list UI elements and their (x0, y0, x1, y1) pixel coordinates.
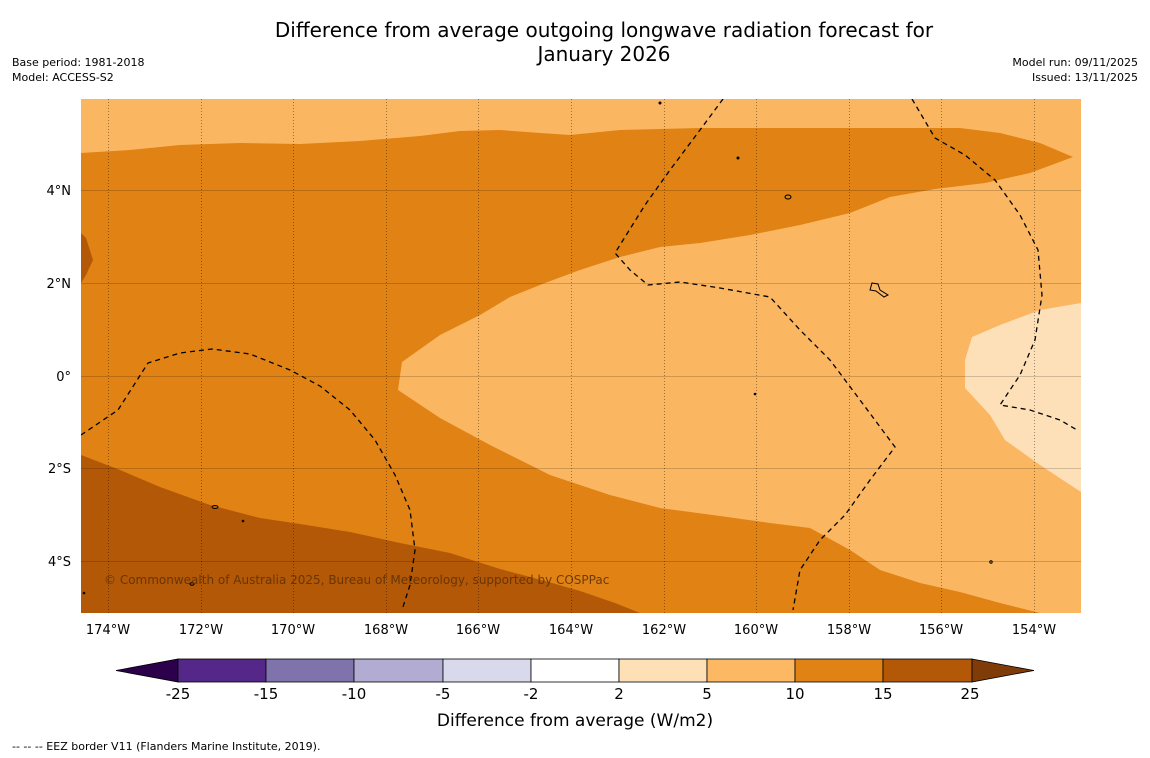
island-8 (189, 582, 195, 586)
issued-text: Issued: 13/11/2025 (1031, 71, 1138, 84)
eez-border-east (911, 99, 1078, 431)
colorbar-swatch (530, 658, 620, 683)
lat-label: 0° (56, 370, 71, 385)
colorbar-ticks: -25 -15 -10 -5 -2 2 5 10 15 25 (166, 685, 980, 703)
lon-label: 168°W (364, 623, 408, 638)
colorbar-swatch (265, 658, 355, 683)
colorbar-swatch (882, 658, 973, 683)
colorbar-swatch (618, 658, 708, 683)
lat-labels: 4°N 2°N 0° 2°S 4°S (47, 184, 72, 570)
lon-label: 160°W (734, 623, 778, 638)
meta-left: Base period: 1981-2018 Model: ACCESS-S2 (12, 55, 144, 85)
colorbar-tick: -2 (524, 685, 539, 703)
colorbar-under-arrow (115, 658, 179, 683)
lon-label: 156°W (919, 623, 963, 638)
lon-label: 154°W (1012, 623, 1056, 638)
colorbar-tick: -15 (254, 685, 279, 703)
colorbar-tick: -5 (436, 685, 451, 703)
colorbar-tick: -25 (166, 685, 191, 703)
island-10 (82, 591, 86, 595)
contour-15-25-south (81, 455, 640, 613)
colorbar-tick: 5 (702, 685, 712, 703)
colorbar-tick: 25 (960, 685, 979, 703)
island-3 (211, 505, 219, 509)
lon-label: 158°W (827, 623, 871, 638)
islands (82, 101, 993, 595)
colorbar-tick: 10 (785, 685, 804, 703)
lon-label: 166°W (456, 623, 500, 638)
island-2 (869, 282, 890, 298)
island-1 (784, 194, 792, 200)
lat-label: 4°N (47, 184, 72, 199)
base-period-text: Base period: 1981-2018 (12, 56, 145, 69)
map-contours (81, 99, 1081, 613)
lon-label: 172°W (179, 623, 223, 638)
island-4 (658, 101, 662, 105)
contour-15-25-west-edge (81, 233, 93, 283)
colorbar-tick: 15 (873, 685, 892, 703)
lat-label: 4°S (48, 555, 71, 570)
contour-10-15-band (81, 128, 1081, 613)
lat-label: 2°N (47, 277, 72, 292)
contour-2-5-band (965, 303, 1081, 492)
model-run-text: Model run: 09/11/2025 (1012, 56, 1138, 69)
colorbar-swatch (706, 658, 796, 683)
colorbar-swatch (794, 658, 884, 683)
colorbar-label: Difference from average (W/m2) (437, 711, 713, 731)
meta-right: Model run: 09/11/2025 Issued: 13/11/2025 (1012, 55, 1138, 85)
lon-labels: 174°W 172°W 170°W 168°W 166°W 164°W 162°… (86, 623, 1056, 638)
lon-label: 174°W (86, 623, 130, 638)
lat-label: 2°S (48, 462, 71, 477)
lon-label: 170°W (271, 623, 315, 638)
lon-label: 162°W (642, 623, 686, 638)
colorbar-swatch (177, 658, 267, 683)
colorbar-swatch (442, 658, 532, 683)
title-line-2: January 2026 (537, 42, 671, 66)
model-text: Model: ACCESS-S2 (12, 71, 114, 84)
colorbar-tick: -10 (342, 685, 367, 703)
colorbar-tick: 2 (614, 685, 624, 703)
title-line-1: Difference from average outgoing longwav… (274, 18, 934, 42)
eez-legend-note: -- -- -- EEZ border V11 (Flanders Marine… (12, 740, 321, 753)
lon-label: 164°W (549, 623, 593, 638)
eez-borders (81, 99, 1078, 611)
island-9 (989, 560, 993, 564)
map-grid (81, 190, 1081, 562)
colorbar-over-arrow (971, 658, 1035, 683)
island-6 (753, 392, 757, 396)
colorbar-swatch (353, 658, 444, 683)
copyright-text: © Commonwealth of Australia 2025, Bureau… (104, 573, 609, 587)
island-5 (736, 156, 740, 160)
island-7 (241, 519, 245, 523)
chart-title: Difference from average outgoing longwav… (200, 18, 1008, 66)
eez-border-west (81, 348, 416, 611)
colorbar (115, 658, 1035, 683)
